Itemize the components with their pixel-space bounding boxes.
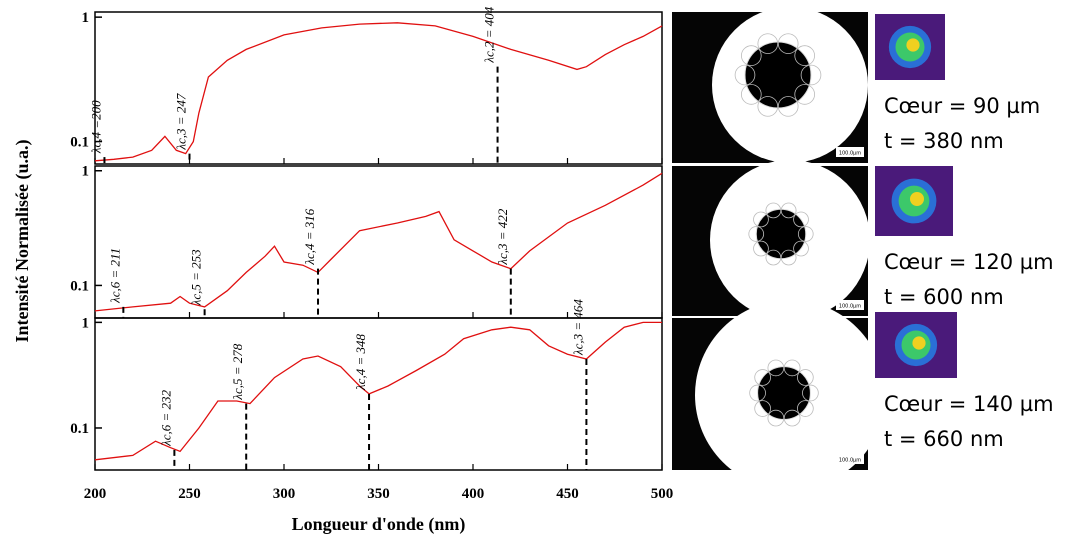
cutoff-label: λc,6 = 232 [158, 389, 173, 446]
capillary [794, 45, 815, 66]
wall-thickness: t = 600 nm [884, 285, 1004, 309]
capillary [741, 84, 762, 105]
capillary [754, 400, 771, 417]
cutoff-label: λc,4 =200 [88, 100, 103, 154]
capillary [757, 96, 779, 117]
capillary [800, 64, 822, 86]
cutoff-label: λc,6 = 211 [107, 248, 122, 304]
cutoff-label: λc,3 = 464 [570, 299, 585, 356]
capillary [802, 384, 819, 402]
capillary [754, 369, 771, 386]
cutoff-label: λc,2 = 404 [482, 6, 497, 63]
y-tick-label: 0.1 [70, 135, 89, 151]
x-tick-label: 400 [462, 486, 485, 502]
capillary [793, 240, 809, 257]
capillary [780, 202, 797, 219]
x-tick-label: 300 [273, 486, 296, 502]
capillary [797, 400, 814, 417]
y-tick-label: 0.1 [70, 421, 89, 437]
wall-thickness: t = 380 nm [884, 129, 1004, 153]
capillary [765, 202, 782, 219]
capillary [749, 384, 766, 402]
plot-frame [94, 165, 663, 319]
cutoff-label: λc,4 = 348 [353, 334, 368, 391]
cutoff-label: λc,5 = 253 [189, 249, 204, 306]
beam-hot [910, 192, 924, 206]
capillary [767, 359, 785, 377]
capillary [753, 240, 769, 257]
data-line [94, 22, 663, 162]
y-tick-label: 1 [82, 10, 90, 26]
capillary [780, 249, 797, 266]
capillary [741, 45, 762, 66]
core-diameter: Cœur = 90 µm [884, 94, 1040, 118]
y-axis-label: Intensité Normalisée (u.a.) [12, 140, 33, 343]
capillary [777, 33, 799, 54]
capillary [757, 33, 779, 54]
capillary [783, 409, 801, 427]
x-axis-label: Longueur d'onde (nm) [292, 514, 466, 535]
capillary [734, 64, 756, 86]
capillary [777, 96, 799, 117]
core-diameter: Cœur = 140 µm [884, 392, 1054, 416]
scale-bar-box [836, 300, 864, 310]
x-tick-label: 250 [178, 486, 201, 502]
capillary [794, 84, 815, 105]
scale-bar-label: 100.0µm [839, 151, 861, 157]
scale-bar-box [836, 454, 864, 464]
core-diameter: Cœur = 120 µm [884, 250, 1054, 274]
x-tick-label: 200 [84, 486, 107, 502]
data-line [94, 172, 663, 312]
scale-bar-box [836, 147, 864, 157]
beam-hot [906, 38, 920, 52]
fiber-core [744, 41, 812, 109]
data-line [94, 321, 662, 461]
y-tick-label: 0.1 [70, 278, 89, 294]
y-tick-label: 1 [82, 164, 90, 180]
capillary [797, 369, 814, 386]
cutoff-label: λc,3 = 422 [495, 208, 510, 265]
x-tick-label: 500 [651, 486, 674, 502]
scale-bar-label: 100.0µm [839, 458, 861, 464]
x-tick-label: 450 [556, 486, 579, 502]
capillary [793, 211, 809, 228]
capillary [765, 249, 782, 266]
scale-bar-label: 100.0µm [839, 304, 861, 310]
wall-thickness: t = 660 nm [884, 427, 1004, 451]
capillary [797, 226, 814, 242]
y-tick-label: 1 [82, 315, 90, 331]
capillary [767, 409, 785, 427]
cutoff-label: λc,4 = 316 [302, 208, 317, 265]
beam-hot [912, 336, 926, 350]
capillary [753, 211, 769, 228]
cutoff-label: λc,5 = 278 [230, 343, 245, 400]
x-tick-label: 350 [367, 486, 390, 502]
capillary [748, 226, 765, 242]
capillary [783, 359, 801, 377]
cutoff-label: λc,3 = 247 [174, 93, 189, 150]
